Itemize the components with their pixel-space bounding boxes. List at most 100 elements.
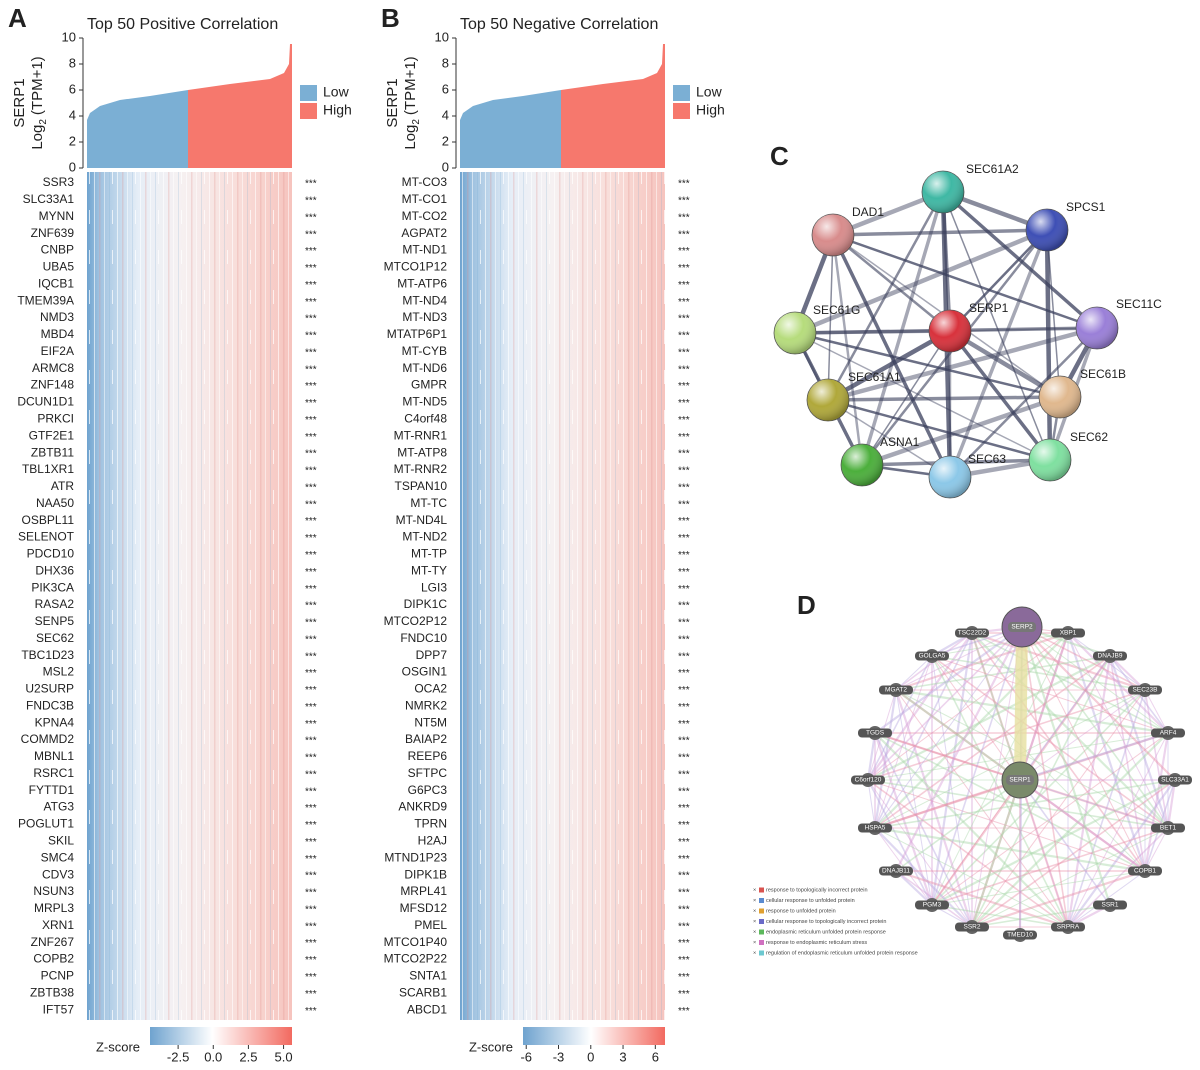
interaction-edge xyxy=(867,655,1111,781)
gene-label: IQCB1 xyxy=(38,276,74,290)
significance: *** xyxy=(678,702,690,713)
node-label: HSPA5 xyxy=(865,825,886,832)
legend-swatch xyxy=(759,887,764,893)
expression-distribution xyxy=(460,44,665,168)
gene-label: PCNP xyxy=(41,969,74,983)
interaction-edge xyxy=(1144,689,1169,734)
gene-label: TBC1D23 xyxy=(21,648,74,662)
low-group-area xyxy=(460,90,561,168)
interaction-edge xyxy=(874,626,1023,734)
node-tag xyxy=(1158,775,1192,785)
node-shine xyxy=(929,310,971,352)
gene-label: PIK3CA xyxy=(31,580,74,594)
interaction-edge xyxy=(867,655,933,781)
gene-label: H2AJ xyxy=(418,833,447,847)
significance: *** xyxy=(305,938,317,949)
gene-label: CNBP xyxy=(41,243,74,257)
legend-label: response to endoplasmic reticulum stress xyxy=(766,940,867,946)
colorbar xyxy=(523,1027,665,1045)
significance: *** xyxy=(305,719,317,730)
gene-label: DHX36 xyxy=(35,563,74,577)
interaction-edge xyxy=(867,779,876,829)
network-edge xyxy=(826,329,952,402)
significance: *** xyxy=(678,550,690,561)
legend-label: High xyxy=(323,102,352,118)
y-tick-label: 8 xyxy=(69,55,76,70)
interaction-edge xyxy=(1067,827,1169,928)
y-label-base: 2 xyxy=(38,119,49,125)
gene-label: MTCO1P12 xyxy=(384,260,448,274)
interaction-edge xyxy=(971,904,1111,928)
node-label: XBP1 xyxy=(1060,630,1077,637)
low-group-area xyxy=(87,90,188,168)
gene-label: MBNL1 xyxy=(34,749,74,763)
network-edge xyxy=(948,329,1052,462)
significance: *** xyxy=(678,449,690,460)
significance: *** xyxy=(678,803,690,814)
significance: *** xyxy=(678,297,690,308)
gene-label: GTF2E1 xyxy=(29,428,75,442)
interaction-edge xyxy=(971,632,1169,734)
interaction-edge xyxy=(874,827,973,928)
significance: *** xyxy=(678,921,690,932)
gene-label: FYTTD1 xyxy=(29,783,75,797)
network-edge xyxy=(949,229,1048,332)
legend-swatch xyxy=(300,85,317,101)
interaction-edge xyxy=(931,870,1146,906)
high-group-area xyxy=(188,44,292,168)
gene-label: SEC62 xyxy=(36,631,74,645)
significance: *** xyxy=(305,550,317,561)
node-shine xyxy=(929,456,971,498)
interaction-edge xyxy=(971,632,1169,829)
gene-label: DPP7 xyxy=(416,648,448,662)
gene-label: SKIL xyxy=(48,833,74,847)
significance: *** xyxy=(678,753,690,764)
legend-swatch xyxy=(673,85,690,101)
legend-label: cellular response to topologically incor… xyxy=(766,919,886,925)
significance: *** xyxy=(305,921,317,932)
node-label: SEC11C xyxy=(1116,297,1162,311)
panel-title: Top 50 Negative Correlation xyxy=(460,16,658,33)
gene-label: NAA50 xyxy=(36,496,74,510)
node-tag xyxy=(1051,922,1085,932)
legend-mark: × xyxy=(753,950,756,956)
gene-label: MT-ND3 xyxy=(402,310,447,324)
node-label: TMED10 xyxy=(1007,932,1033,939)
network-edge xyxy=(794,329,951,335)
node-tag xyxy=(879,866,913,876)
network-edge xyxy=(832,228,1048,237)
interaction-edge xyxy=(970,779,1022,928)
significance: *** xyxy=(305,820,317,831)
interaction-edge xyxy=(931,655,973,928)
interaction-edge xyxy=(931,655,1069,928)
node-tag xyxy=(851,775,885,785)
interaction-edge xyxy=(895,626,1023,872)
gene-label: MT-ND2 xyxy=(402,530,447,544)
gene-label: ARMC8 xyxy=(32,361,74,375)
interaction-edge xyxy=(971,631,1146,692)
node-label: SRPRA xyxy=(1057,924,1080,931)
significance: *** xyxy=(678,938,690,949)
gene-label: OSGIN1 xyxy=(402,665,448,679)
interaction-edge xyxy=(1018,632,1070,781)
legend-mark: × xyxy=(753,887,756,893)
significance: *** xyxy=(305,888,317,899)
interaction-edge xyxy=(1067,689,1146,928)
significance: *** xyxy=(305,280,317,291)
legend-swatch xyxy=(759,898,764,903)
gene-label: MRPL3 xyxy=(34,901,74,915)
gene-label: NMRK2 xyxy=(405,698,447,712)
significance: *** xyxy=(678,786,690,797)
interaction-edge xyxy=(1021,626,1146,872)
interaction-edge xyxy=(971,827,1169,928)
node-label: TSC22D2 xyxy=(958,630,987,637)
significance: *** xyxy=(305,668,317,679)
colorbar-tick-label: -2.5 xyxy=(167,1049,189,1064)
significance: *** xyxy=(678,331,690,342)
significance: *** xyxy=(678,837,690,848)
interaction-edge xyxy=(1143,732,1170,872)
significance: *** xyxy=(305,347,317,358)
interaction-edge xyxy=(971,732,1169,928)
colorbar-label: Z-score xyxy=(469,1039,513,1054)
significance: *** xyxy=(305,753,317,764)
